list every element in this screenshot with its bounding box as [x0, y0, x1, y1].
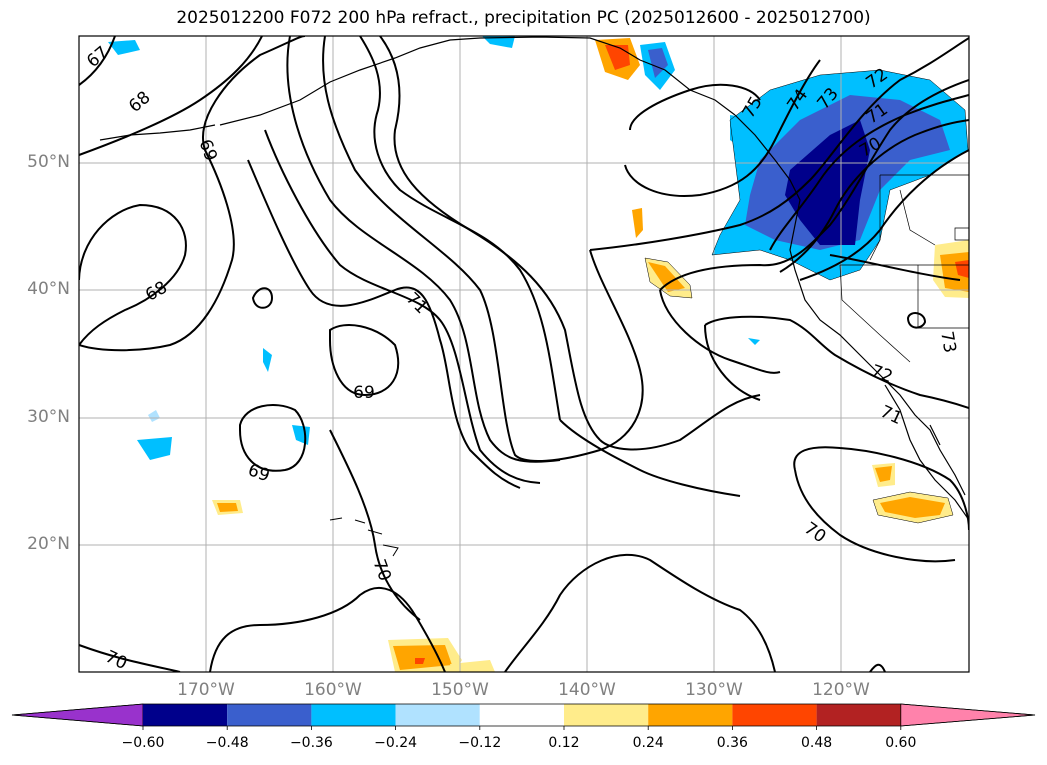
refractivity-contours: [79, 36, 969, 672]
colorbar-extend-low: [11, 703, 144, 727]
map-title: 2025012200 F072 200 hPa refract., precip…: [176, 8, 871, 28]
colorbar-segment: [311, 704, 396, 726]
colorbar-segment: [732, 704, 817, 726]
coastlines: [99, 36, 969, 521]
bc-coast: [734, 114, 966, 496]
contour-71: [379, 36, 601, 441]
colorbar-tick-label: 0.24: [632, 735, 664, 751]
gridlines: [79, 36, 969, 672]
colorbar-tick-label: −0.60: [121, 735, 165, 751]
colorbar-segment: [479, 704, 564, 726]
lat-label-30n: 30°N: [27, 407, 70, 427]
colorbar-extend-high: [900, 703, 1036, 727]
lon-label-120w: 120°W: [812, 680, 870, 700]
colorbar-segment: [648, 704, 733, 726]
contour-label: 69: [353, 383, 375, 403]
lat-label-20n: 20°N: [27, 534, 70, 554]
alaska-coast: [219, 36, 736, 126]
colorbar-tick-label: −0.36: [289, 735, 333, 751]
contour-70-southeast: [793, 446, 969, 531]
precip-negative-areas: [108, 36, 968, 460]
lon-label-160w: 160°W: [304, 680, 362, 700]
map-frame: [78, 35, 970, 673]
colorbar-segment: [227, 704, 312, 726]
colorbar-segment: [395, 704, 480, 726]
contour-68-west: [79, 203, 187, 346]
colorbar-tick-label: 0.60: [885, 735, 917, 751]
colorbar-tick-label: −0.24: [374, 735, 418, 751]
colorbar: [11, 703, 1036, 730]
lat-label-50n: 50°N: [27, 152, 70, 172]
colorbar-tick-label: −0.12: [458, 735, 502, 751]
colorbar-segment: [564, 704, 649, 726]
contour-label: 73: [936, 330, 959, 355]
hawaii-islands: [329, 517, 399, 557]
precip-outlines: [644, 69, 969, 524]
lon-label-150w: 150°W: [431, 680, 489, 700]
colorbar-tick-label: −0.48: [205, 735, 249, 751]
lon-label-170w: 170°W: [177, 680, 235, 700]
lon-label-130w: 130°W: [685, 680, 743, 700]
colorbar-tick-label: 0.36: [716, 735, 748, 751]
precip-positive-areas: [212, 38, 969, 672]
colorbar-tick-label: 0.12: [548, 735, 580, 751]
colorbar-segment: [143, 704, 228, 726]
colorbar-segment: [816, 704, 901, 726]
lon-label-140w: 140°W: [558, 680, 616, 700]
lat-label-40n: 40°N: [27, 279, 70, 299]
colorbar-tick-label: 0.48: [801, 735, 833, 751]
